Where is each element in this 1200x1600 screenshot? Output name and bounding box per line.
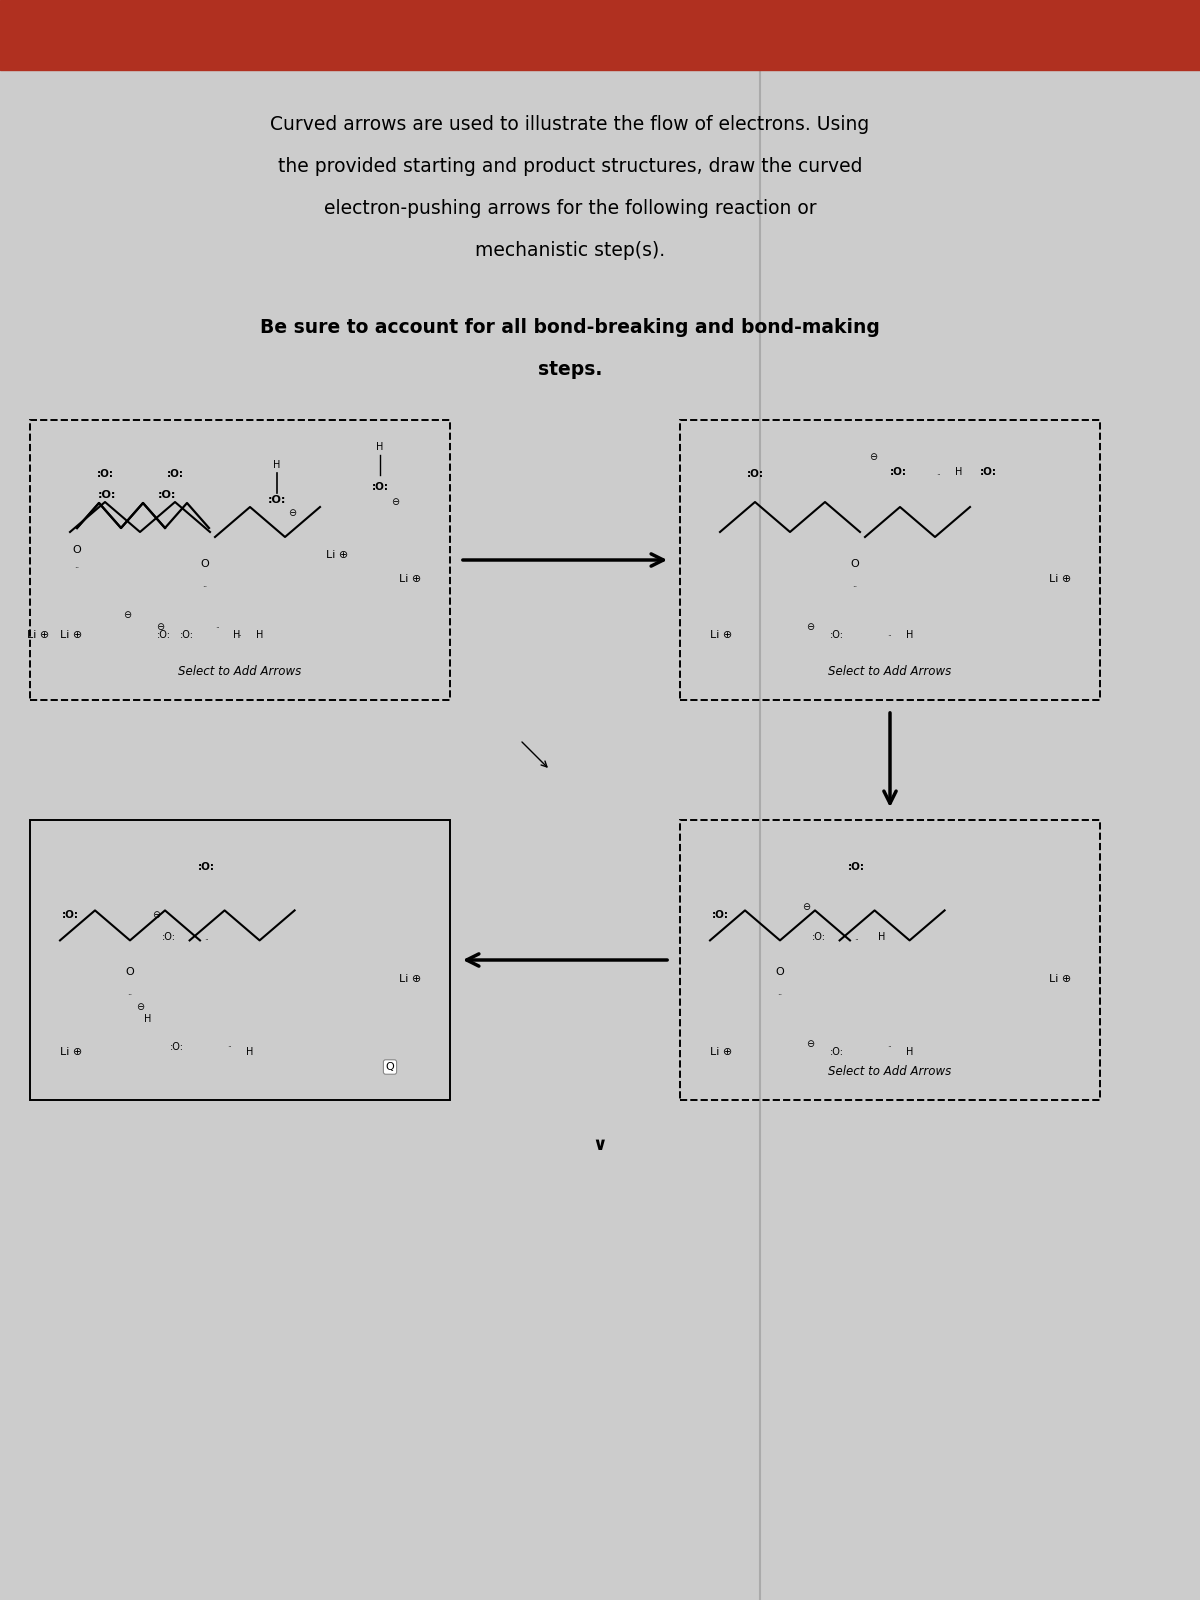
Text: H: H bbox=[246, 1046, 253, 1058]
Text: Li ⊕: Li ⊕ bbox=[1049, 974, 1072, 984]
Text: O: O bbox=[126, 968, 134, 978]
Text: ..: .. bbox=[127, 989, 133, 997]
Text: H: H bbox=[878, 933, 886, 942]
Text: :O:: :O: bbox=[890, 467, 907, 477]
Text: ⊖: ⊖ bbox=[802, 901, 810, 912]
Bar bbox=[30, 419, 450, 701]
Text: :O:: :O: bbox=[811, 933, 826, 942]
Text: ⊖: ⊖ bbox=[122, 610, 131, 619]
Text: ..: .. bbox=[888, 1040, 893, 1050]
Text: ⊖: ⊖ bbox=[391, 498, 400, 507]
Text: :O:: :O: bbox=[830, 1046, 844, 1058]
Text: Li ⊕: Li ⊕ bbox=[26, 630, 49, 640]
Text: ..: .. bbox=[854, 933, 859, 942]
Text: :O:: :O: bbox=[712, 910, 728, 920]
Text: steps.: steps. bbox=[538, 360, 602, 379]
Text: :O:: :O: bbox=[96, 469, 114, 478]
Text: ..: .. bbox=[778, 989, 782, 997]
Text: :O:: :O: bbox=[980, 467, 997, 477]
Bar bbox=[680, 819, 1100, 1101]
Text: Li ⊕: Li ⊕ bbox=[710, 1046, 732, 1058]
Text: :O:: :O: bbox=[180, 630, 194, 640]
Text: :O:: :O: bbox=[98, 490, 116, 499]
Text: mechanistic step(s).: mechanistic step(s). bbox=[475, 242, 665, 259]
Text: ⊖: ⊖ bbox=[156, 622, 164, 632]
Text: Curved arrows are used to illustrate the flow of electrons. Using: Curved arrows are used to illustrate the… bbox=[270, 115, 870, 134]
Text: :O:: :O: bbox=[746, 469, 763, 478]
Text: ∨: ∨ bbox=[593, 1136, 607, 1154]
Text: :O:: :O: bbox=[61, 910, 78, 920]
Text: O: O bbox=[851, 558, 859, 570]
Text: Li ⊕: Li ⊕ bbox=[326, 550, 348, 560]
Text: H: H bbox=[906, 630, 913, 640]
Text: H: H bbox=[906, 1046, 913, 1058]
Text: Select to Add Arrows: Select to Add Arrows bbox=[179, 666, 301, 678]
Text: :O:: :O: bbox=[170, 1042, 184, 1051]
Text: ⊖: ⊖ bbox=[869, 451, 877, 462]
Text: Select to Add Arrows: Select to Add Arrows bbox=[828, 666, 952, 678]
Text: :O:: :O: bbox=[167, 469, 184, 478]
Text: ⊖: ⊖ bbox=[288, 509, 296, 518]
Text: electron-pushing arrows for the following reaction or: electron-pushing arrows for the followin… bbox=[324, 198, 816, 218]
Text: ..: .. bbox=[936, 467, 941, 477]
Text: H: H bbox=[257, 630, 264, 640]
Text: ..: .. bbox=[238, 629, 242, 637]
Text: Be sure to account for all bond-breaking and bond-making: Be sure to account for all bond-breaking… bbox=[260, 318, 880, 338]
Text: :O:: :O: bbox=[162, 933, 175, 942]
Text: Li ⊕: Li ⊕ bbox=[398, 574, 421, 584]
Text: :O:: :O: bbox=[158, 490, 176, 499]
Text: ..: .. bbox=[888, 629, 893, 637]
Text: the provided starting and product structures, draw the curved: the provided starting and product struct… bbox=[277, 157, 863, 176]
Text: :O:: :O: bbox=[848, 862, 865, 872]
Text: O: O bbox=[73, 546, 82, 555]
Bar bbox=[30, 819, 450, 1101]
Text: Q: Q bbox=[385, 1062, 395, 1072]
Text: ..: .. bbox=[852, 579, 858, 589]
Text: H: H bbox=[274, 461, 281, 470]
Text: :O:: :O: bbox=[268, 494, 286, 506]
Text: Li ⊕: Li ⊕ bbox=[60, 630, 83, 640]
Text: :O:: :O: bbox=[830, 630, 844, 640]
Text: :O:: :O: bbox=[198, 862, 215, 872]
Text: ..: .. bbox=[203, 579, 208, 589]
Text: O: O bbox=[775, 968, 785, 978]
Text: ⊖: ⊖ bbox=[152, 910, 160, 920]
Text: ..: .. bbox=[74, 562, 79, 570]
Text: ..: .. bbox=[204, 933, 209, 942]
Text: ⊖: ⊖ bbox=[806, 622, 814, 632]
Text: ⊖: ⊖ bbox=[806, 1038, 814, 1050]
Text: Li ⊕: Li ⊕ bbox=[1049, 574, 1072, 584]
Text: Li ⊕: Li ⊕ bbox=[710, 630, 732, 640]
Text: ..: .. bbox=[215, 621, 220, 630]
Bar bbox=[680, 419, 1100, 701]
Text: H: H bbox=[233, 630, 241, 640]
Text: H: H bbox=[377, 442, 384, 451]
Text: :O:: :O: bbox=[372, 482, 389, 493]
Text: Li ⊕: Li ⊕ bbox=[60, 1046, 83, 1058]
Text: O: O bbox=[200, 558, 209, 570]
Text: Li ⊕: Li ⊕ bbox=[398, 974, 421, 984]
Text: Select to Add Arrows: Select to Add Arrows bbox=[828, 1066, 952, 1078]
Text: ⊖: ⊖ bbox=[136, 1002, 144, 1013]
Text: ..: .. bbox=[228, 1040, 233, 1050]
Text: :O:: :O: bbox=[157, 630, 172, 640]
Text: H: H bbox=[955, 467, 962, 477]
Bar bbox=[0, 0, 1200, 70]
Text: H: H bbox=[144, 1014, 151, 1024]
